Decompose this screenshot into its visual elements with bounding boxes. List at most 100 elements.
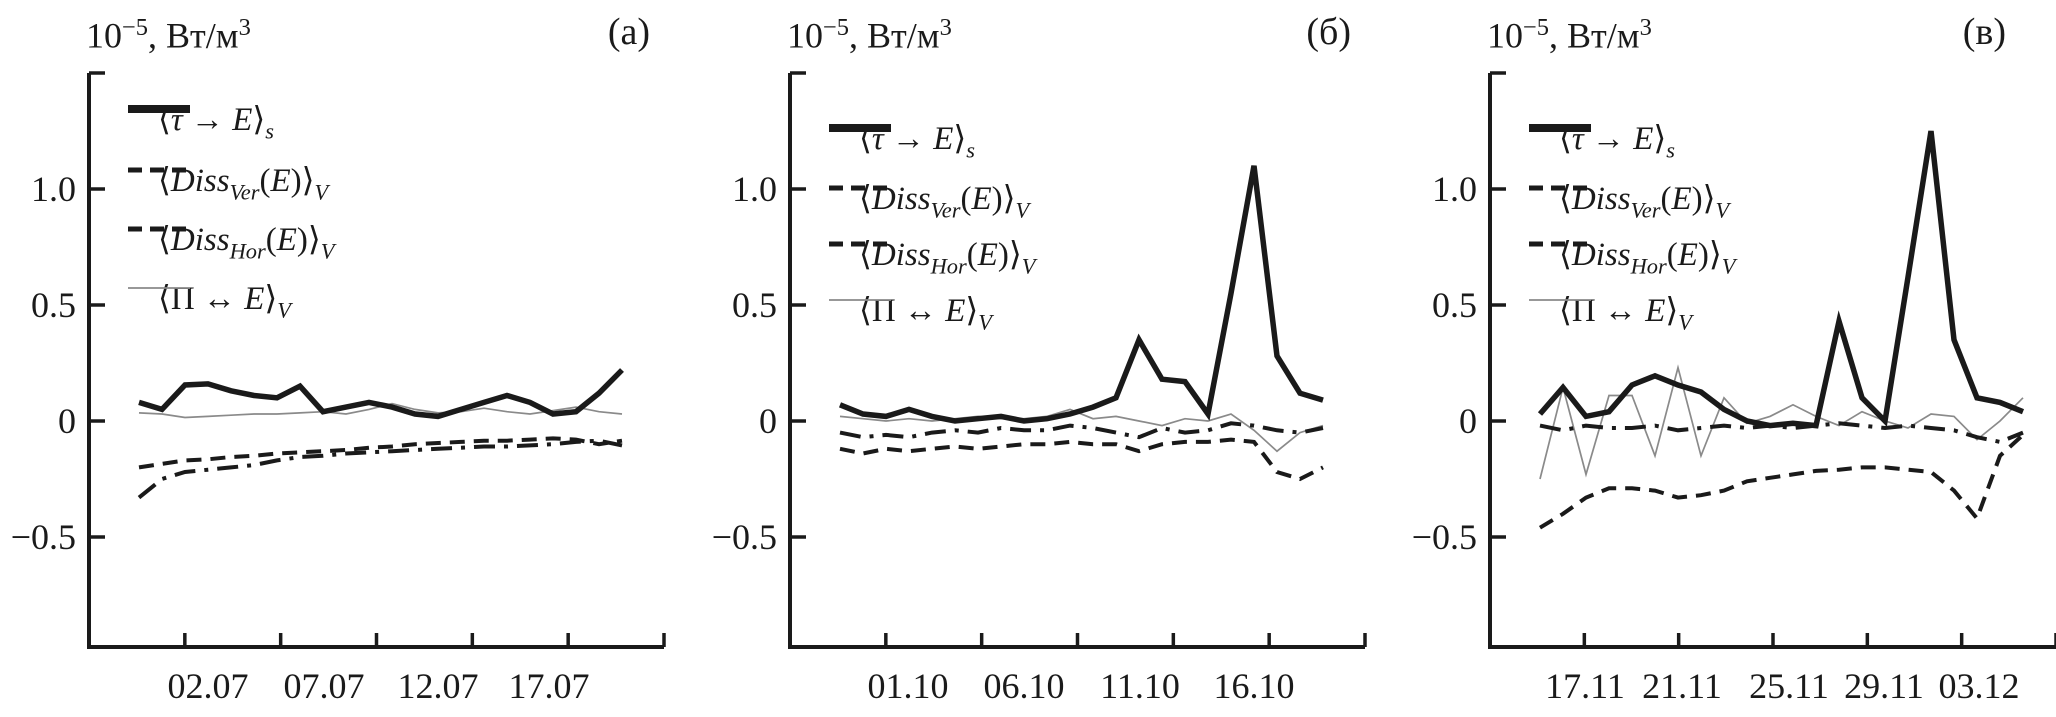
series-tau-to-E-line — [138, 368, 624, 420]
legend-item: ⟨τ → E⟩s — [1529, 121, 1675, 169]
x-tick-label: 29.11 — [1844, 666, 1924, 706]
y-tick-label: −0.5 — [711, 517, 777, 557]
superscript: 3 — [939, 14, 952, 41]
text-fragment: E — [1645, 293, 1666, 330]
superscript: −5 — [1523, 14, 1550, 41]
x-tick-label: 03.12 — [1938, 666, 2020, 706]
y-tick-label: 1.0 — [31, 169, 76, 209]
series-diss-hor-line — [137, 438, 623, 500]
subscript: V — [1021, 253, 1036, 279]
series-diss-hor-line — [839, 421, 1324, 440]
y-tick-label: 1.0 — [1432, 169, 1477, 209]
text-fragment: E — [276, 222, 297, 259]
text-fragment: E — [232, 102, 253, 139]
text-fragment: )⟩ — [1697, 237, 1722, 274]
legend-label: ⟨DissHor(E)⟩V — [1559, 237, 1735, 285]
text-fragment: ⟩ — [965, 293, 979, 330]
subscript: V — [277, 297, 291, 323]
subscript: V — [1721, 253, 1736, 279]
subscript: V — [978, 309, 992, 335]
superscript: −5 — [122, 14, 149, 41]
superscript: −5 — [823, 14, 850, 41]
subscript: Ver — [930, 197, 961, 223]
text-fragment: )⟩ — [1691, 181, 1716, 218]
text-fragment: )⟩ — [296, 222, 321, 259]
y-axis-title: 10−5, Вт/м3 — [787, 8, 952, 56]
legend-label: ⟨Π ↔ E⟩V — [1559, 293, 1692, 341]
series-diss-ver-line — [839, 437, 1324, 482]
text-fragment: ⟩ — [252, 102, 266, 139]
text-fragment: E — [1671, 181, 1692, 218]
subscript: Hor — [229, 238, 266, 264]
text-fragment: ( — [265, 222, 277, 259]
x-tick-label: 12.07 — [397, 666, 479, 706]
series-diss-hor-line — [1539, 421, 2024, 444]
x-tick-label: 21.11 — [1642, 666, 1722, 706]
x-tick-label: 17.11 — [1545, 666, 1625, 706]
text-fragment: E — [977, 237, 998, 274]
text-fragment: E — [933, 121, 954, 158]
dash-dot-line-icon — [1529, 241, 1591, 247]
panel-letter: (в) — [1962, 11, 2006, 53]
x-tick-label: 11.10 — [1100, 666, 1180, 706]
text-fragment: ⟩ — [1653, 121, 1667, 158]
thin-gray-line-icon — [829, 299, 891, 301]
text-fragment: 10 — [787, 15, 823, 56]
y-axis-title: 10−5, Вт/м3 — [86, 8, 251, 56]
plot-area-v — [1488, 71, 2056, 649]
x-tick-label: 07.07 — [283, 666, 365, 706]
legend-item: ⟨Π ↔ E⟩V — [1529, 293, 1692, 341]
legend-item: ⟨Π ↔ E⟩V — [128, 281, 291, 329]
panel-letter: (a) — [607, 11, 650, 53]
axes — [87, 73, 664, 649]
y-tick-label: 0.5 — [1432, 285, 1477, 325]
text-fragment: )⟩ — [991, 181, 1016, 218]
text-fragment: E — [1633, 121, 1654, 158]
legend-label: ⟨τ → E⟩s — [1559, 121, 1675, 169]
series-pi-E-line — [839, 408, 1324, 453]
y-tick-label: 0 — [58, 401, 76, 441]
text-fragment: E — [945, 293, 966, 330]
thick-solid-line-icon — [1529, 124, 1591, 132]
subscript: Ver — [229, 179, 260, 205]
plot-area-b — [788, 71, 1367, 649]
legend-item: ⟨DissVer(E)⟩V — [128, 163, 328, 211]
text-fragment: ⟩ — [953, 121, 967, 158]
text-fragment: τ — [871, 121, 884, 158]
x-tick-label: 25.11 — [1749, 666, 1829, 706]
text-fragment: ( — [966, 237, 978, 274]
y-tick-label: 1.0 — [732, 169, 777, 209]
text-fragment: E — [244, 281, 265, 318]
y-tick-label: −0.5 — [1411, 517, 1477, 557]
plot-area-a — [87, 71, 666, 649]
legend-item: ⟨DissVer(E)⟩V — [829, 181, 1029, 229]
x-tick-label: 16.10 — [1213, 666, 1295, 706]
y-axis-title: 10−5, Вт/м3 — [1487, 8, 1652, 56]
thick-solid-line-icon — [829, 124, 891, 132]
y-tick-label: 0.5 — [31, 285, 76, 325]
y-tick-label: −0.5 — [10, 517, 76, 557]
text-fragment: ( — [1660, 181, 1672, 218]
text-fragment: , Вт/м — [148, 15, 239, 56]
panel-b: 10−5, Вт/м3 (б) 1.0 0.5 0 −0.5 01.10 06.10 11.10… — [701, 0, 1401, 717]
dash-dot-line-icon — [829, 241, 891, 247]
text-fragment: τ — [1571, 121, 1584, 158]
text-fragment: τ — [170, 102, 183, 139]
legend-item: ⟨DissHor(E)⟩V — [128, 222, 334, 270]
text-fragment: 10 — [86, 15, 122, 56]
subscript: Ver — [1630, 197, 1661, 223]
text-fragment: E — [270, 163, 291, 200]
subscript: V — [314, 179, 329, 205]
y-tick-label: 0.5 — [732, 285, 777, 325]
panel-a: 10−5, Вт/м3 (a) 1.0 0.5 0 −0.5 02.07 07.07 12.07… — [0, 0, 700, 717]
legend-item: ⟨DissHor(E)⟩V — [829, 237, 1035, 285]
panel-v: 10−5, Вт/м3 (в) 1.0 0.5 0 −0.5 17.11 21.11 25.11… — [1401, 0, 2056, 717]
text-fragment: )⟩ — [290, 163, 315, 200]
subscript: Hor — [1630, 253, 1667, 279]
text-fragment: → — [1583, 121, 1634, 158]
y-tick-label: 0 — [1459, 401, 1477, 441]
legend-item: ⟨DissVer(E)⟩V — [1529, 181, 1729, 229]
text-fragment: ( — [1666, 237, 1678, 274]
x-tick-label: 06.10 — [983, 666, 1065, 706]
